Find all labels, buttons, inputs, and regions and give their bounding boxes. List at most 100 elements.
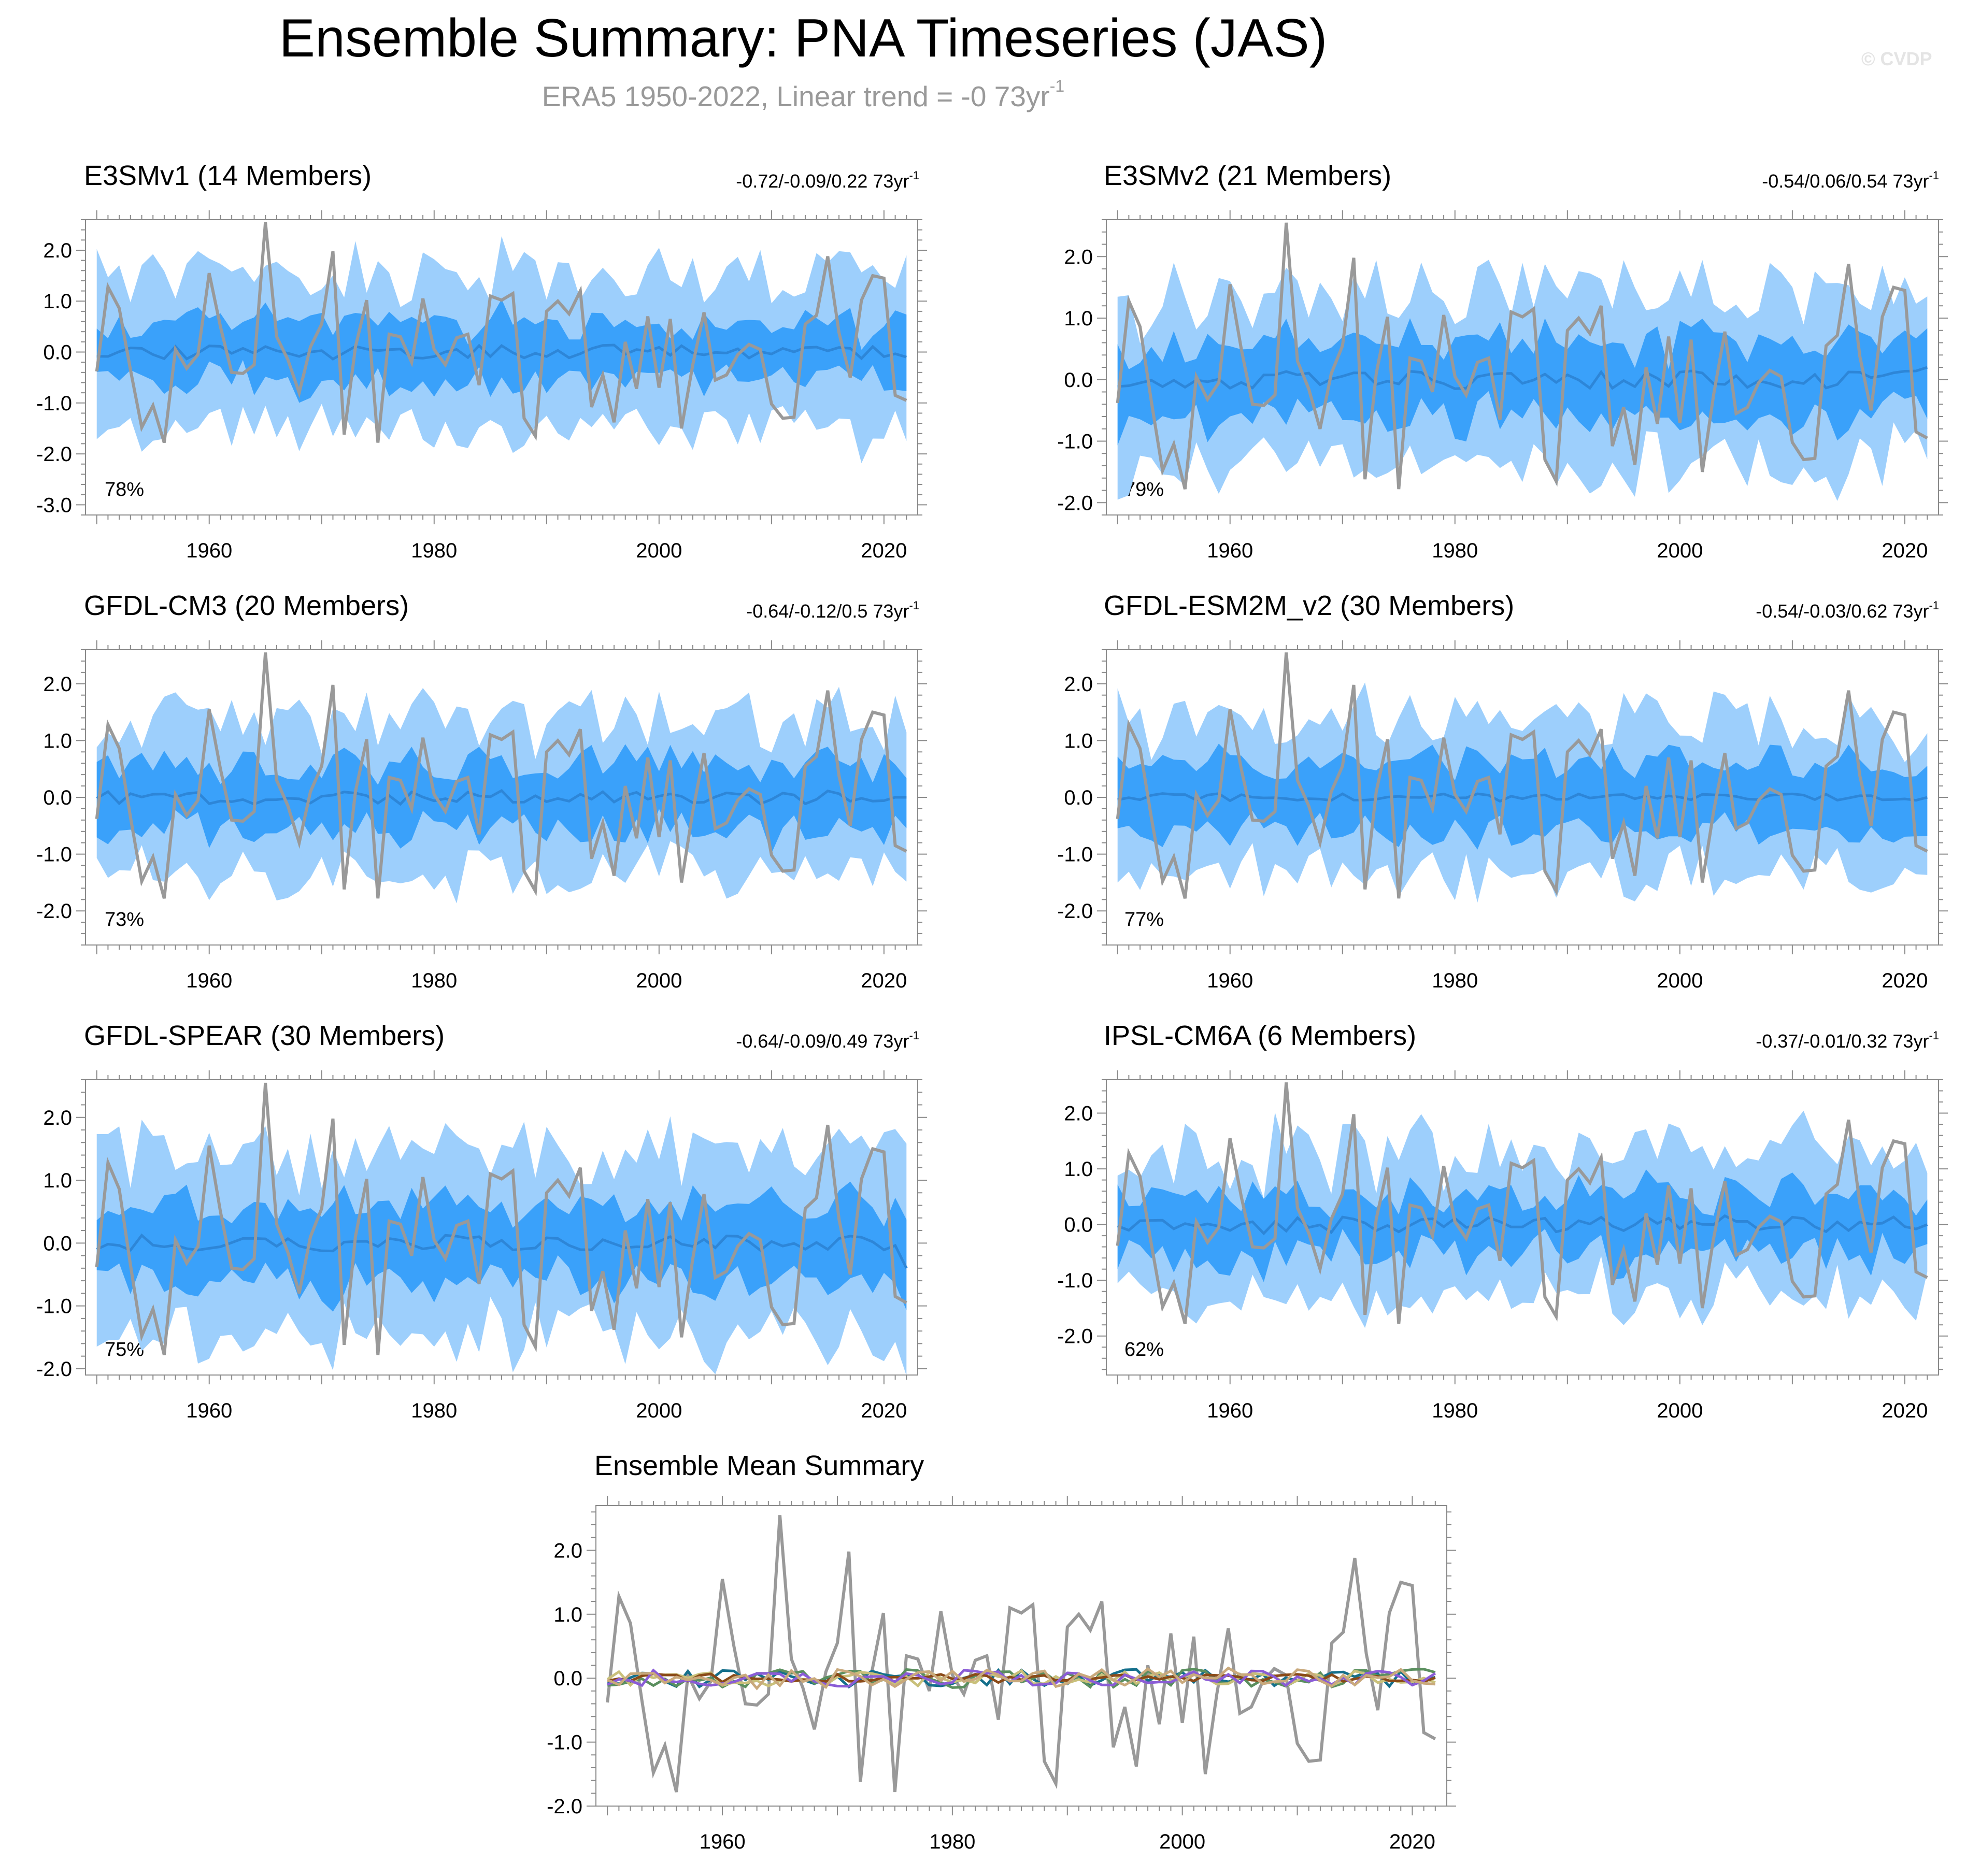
x-tick-label: 1980 — [411, 1399, 457, 1422]
y-tick-label: -2.0 — [36, 443, 72, 466]
figure-subtitle: ERA5 1950-2022, Linear trend = -0 73yr-1 — [0, 78, 1606, 111]
y-tick-label: 1.0 — [43, 290, 72, 313]
plot-area — [95, 1082, 908, 1375]
trend-label: -0.54/0.06/0.54 73yr-1 — [1762, 170, 1939, 191]
ensemble-mean-line — [1117, 792, 1928, 803]
x-tick-label: 1980 — [411, 969, 457, 992]
x-tick-label: 1980 — [1432, 1399, 1478, 1422]
era5-observed-line — [95, 652, 907, 899]
inner-spread-band — [96, 744, 907, 853]
trend-label: -0.37/-0.01/0.32 73yr-1 — [1756, 1030, 1939, 1051]
y-tick-label: -3.0 — [36, 494, 72, 517]
era5-observed-line — [95, 222, 907, 443]
plot-area — [95, 222, 907, 463]
x-tick-label: 1960 — [186, 539, 232, 562]
panel-title: GFDL-CM3 (20 Members) — [84, 590, 409, 621]
x-tick-label: 1960 — [1207, 969, 1253, 992]
model-mean-line-gfdl-cm3 — [606, 1669, 1436, 1688]
trend-text: -0.54/-0.03/0.62 73yr — [1756, 600, 1929, 622]
ensemble-mean-line — [96, 1233, 908, 1269]
plot-area — [1116, 1082, 1928, 1328]
panel-title: Ensemble Mean Summary — [594, 1450, 924, 1481]
subtitle-superscript: -1 — [1049, 77, 1065, 95]
era5-observed-line — [1116, 652, 1928, 899]
y-tick-label: 1.0 — [1064, 1158, 1093, 1181]
trend-text: -0.54/0.06/0.54 73yr — [1762, 170, 1929, 192]
x-tick-label: 2020 — [861, 1399, 907, 1422]
y-tick-label: 0.0 — [553, 1667, 582, 1690]
trend-label: -0.54/-0.03/0.62 73yr-1 — [1756, 600, 1939, 621]
panel-title: GFDL-SPEAR (30 Members) — [84, 1020, 445, 1051]
trend-label: -0.72/-0.09/0.22 73yr-1 — [736, 170, 919, 191]
y-tick-label: 1.0 — [43, 729, 72, 752]
trend-superscript: -1 — [1929, 1029, 1939, 1042]
x-tick-label: 2000 — [636, 969, 682, 992]
model-mean-line-gfdl-spear — [607, 1668, 1436, 1688]
panel-title: E3SMv2 (21 Members) — [1104, 160, 1392, 191]
x-tick-label: 2000 — [1657, 539, 1703, 562]
y-tick-label: -1.0 — [1057, 431, 1093, 453]
panel-title: GFDL-ESM2M_v2 (30 Members) — [1104, 590, 1515, 621]
era5-observed-line — [1116, 1082, 1928, 1324]
trend-text: -0.72/-0.09/0.22 73yr — [736, 170, 909, 192]
ensemble-mean-line — [1117, 366, 1928, 390]
x-tick-label: 1960 — [186, 969, 232, 992]
era5-observed-line — [1116, 222, 1928, 490]
trend-superscript: -1 — [909, 1029, 919, 1042]
y-tick-label: -1.0 — [36, 843, 72, 866]
figure-title: Ensemble Summary: PNA Timeseries (JAS) — [279, 8, 1328, 68]
trend-text: -0.64/-0.09/0.49 73yr — [736, 1030, 909, 1052]
x-tick-label: 1980 — [1432, 969, 1478, 992]
x-tick-label: 1980 — [929, 1830, 975, 1853]
y-tick-label: 0.0 — [43, 786, 72, 809]
trend-label: -0.64/-0.09/0.49 73yr-1 — [736, 1030, 919, 1051]
y-tick-label: -2.0 — [547, 1795, 582, 1818]
y-tick-label: 1.0 — [1064, 729, 1093, 752]
y-tick-label: 2.0 — [43, 1107, 72, 1129]
x-tick-label: 2000 — [636, 539, 682, 562]
era5-observed-line — [606, 1515, 1436, 1793]
x-tick-label: 2020 — [861, 969, 907, 992]
x-tick-label: 2020 — [1882, 969, 1928, 992]
x-tick-label: 2020 — [1389, 1830, 1435, 1853]
x-tick-label: 2000 — [1159, 1830, 1205, 1853]
x-tick-label: 2020 — [1882, 539, 1928, 562]
copyright-watermark: © CVDP — [1861, 48, 1932, 69]
inner-spread-band — [96, 1181, 907, 1312]
y-tick-label: 2.0 — [553, 1539, 582, 1562]
percent-label: 73% — [105, 909, 145, 930]
y-tick-label: 2.0 — [43, 673, 72, 696]
trend-label: -0.64/-0.12/0.5 73yr-1 — [746, 600, 919, 621]
percent-label: 62% — [1124, 1339, 1164, 1361]
model-mean-line-ipsl-cm6a — [607, 1666, 1435, 1691]
y-tick-label: 0.0 — [1064, 786, 1093, 809]
y-tick-label: 0.0 — [1064, 369, 1093, 392]
y-tick-label: 0.0 — [43, 341, 72, 364]
trend-superscript: -1 — [1929, 169, 1939, 182]
x-tick-label: 1960 — [186, 1399, 232, 1422]
percent-label: 75% — [105, 1339, 145, 1361]
y-tick-label: -1.0 — [547, 1731, 582, 1754]
trend-superscript: -1 — [1929, 599, 1939, 612]
inner-spread-band — [96, 299, 907, 403]
plot-area — [1116, 222, 1928, 501]
plot-area — [1116, 652, 1928, 903]
y-tick-label: 2.0 — [1064, 673, 1093, 696]
y-tick-label: 1.0 — [43, 1169, 72, 1192]
plot-area — [95, 652, 907, 904]
percent-label: 77% — [1124, 909, 1164, 930]
y-tick-label: -2.0 — [36, 1358, 72, 1381]
y-tick-label: -1.0 — [1057, 1269, 1093, 1292]
trend-superscript: -1 — [909, 169, 919, 182]
y-tick-label: -2.0 — [36, 900, 72, 923]
panel-title: IPSL-CM6A (6 Members) — [1104, 1020, 1417, 1051]
y-tick-label: 1.0 — [553, 1603, 582, 1626]
x-tick-label: 2020 — [1882, 1399, 1928, 1422]
x-tick-label: 1960 — [700, 1830, 746, 1853]
